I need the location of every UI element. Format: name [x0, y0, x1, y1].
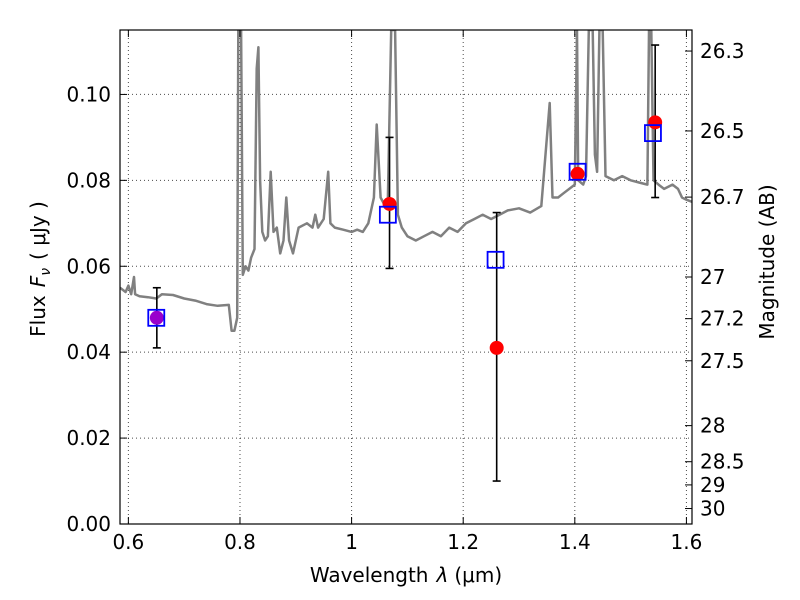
plot-area — [120, 30, 692, 482]
right-axis-tick-label: 26.5 — [700, 119, 745, 143]
model-point — [378, 205, 397, 224]
right-axis-tick-label: 30 — [700, 497, 725, 521]
plot-frame — [119, 29, 693, 525]
right-axis-tick-label: 26.3 — [700, 39, 745, 63]
x-axis-title-unit: (μm) — [454, 563, 502, 587]
x-tick-label: 0.6 — [112, 530, 144, 554]
right-axis-tick-label: 26.7 — [700, 185, 745, 209]
observed-point — [489, 340, 504, 355]
right-axis-title: Magnitude (AB) — [755, 184, 779, 339]
model-point — [644, 124, 662, 142]
y-axis-title-symbol: F — [26, 275, 50, 287]
x-tick-label: 1.6 — [671, 530, 703, 554]
y-tick-label: 0.10 — [66, 82, 111, 106]
x-tick-label: 0.8 — [224, 530, 256, 554]
y-tick-label: 0.04 — [66, 340, 111, 364]
x-axis-title: Wavelength λ (μm) — [310, 563, 502, 587]
right-axis-tick-label: 29 — [700, 473, 725, 497]
right-axis-tick-label: 28 — [700, 414, 725, 438]
x-tick-label: 1.2 — [447, 530, 479, 554]
model-point — [486, 250, 505, 269]
model-point — [568, 162, 587, 181]
observed-point — [149, 310, 164, 325]
right-axis-tick-label: 27.5 — [700, 349, 745, 373]
spectrum-line — [120, 30, 692, 332]
right-axis-tick-label: 27.2 — [700, 307, 745, 331]
right-axis-tick-label: 28.5 — [700, 450, 745, 474]
y-tick-label: 0.02 — [66, 426, 111, 450]
right-axis-tick-label: 27 — [700, 265, 725, 289]
y-tick-label: 0.06 — [66, 254, 111, 278]
x-tick-label: 1 — [345, 530, 358, 554]
axes-layer: 0.6 0.8 1 1.2 1.4 1.6 0.00 0.02 0.04 0.06 0.08 0.10… — [66, 29, 745, 554]
y-axis-title-prefix: Flux — [26, 295, 50, 337]
x-axis-title-lambda: λ — [436, 563, 449, 587]
x-tick-label: 1.4 — [559, 530, 591, 554]
model-point — [147, 308, 166, 327]
y-axis-title: Flux Fν ( μJy ) — [26, 201, 54, 337]
y-axis-title-symbol-sub: ν — [38, 268, 54, 276]
grid-layer — [120, 30, 692, 525]
observed-point — [382, 196, 397, 211]
x-axis-title-prefix: Wavelength — [310, 563, 429, 587]
observed-point — [570, 166, 585, 181]
y-tick-label: 0.00 — [66, 512, 111, 536]
y-axis-title-unit: ( μJy ) — [26, 201, 50, 260]
y-tick-label: 0.08 — [66, 168, 111, 192]
